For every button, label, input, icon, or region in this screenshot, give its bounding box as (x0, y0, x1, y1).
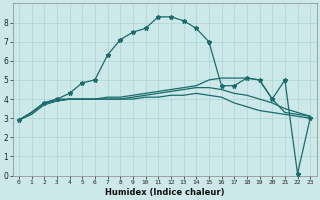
X-axis label: Humidex (Indice chaleur): Humidex (Indice chaleur) (105, 188, 224, 197)
